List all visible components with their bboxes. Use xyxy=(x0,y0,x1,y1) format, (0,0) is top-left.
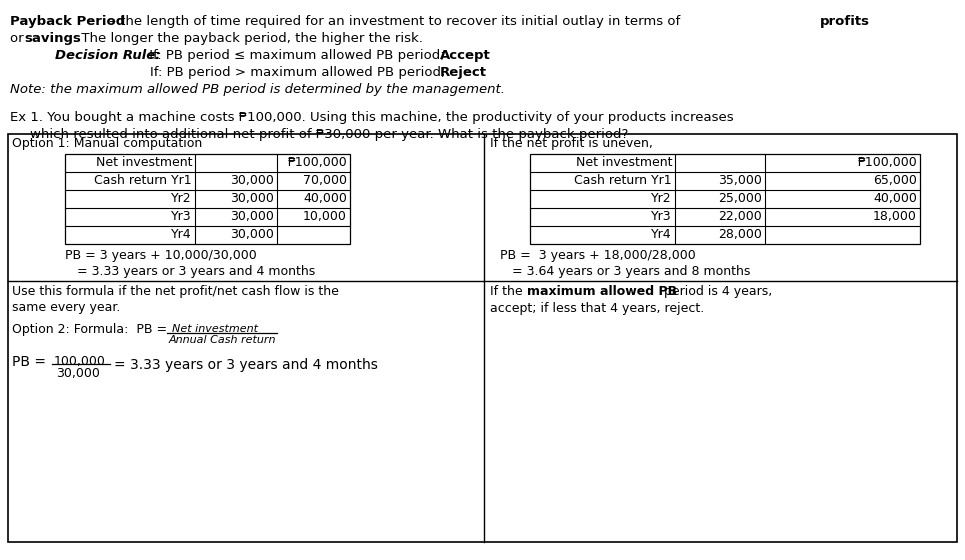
Text: PB =  3 years + 18,000/28,000: PB = 3 years + 18,000/28,000 xyxy=(500,249,696,262)
Text: If: PB period > maximum allowed PB period;: If: PB period > maximum allowed PB perio… xyxy=(150,66,450,79)
Text: = 3.33 years or 3 years and 4 months: = 3.33 years or 3 years and 4 months xyxy=(114,358,378,372)
Text: Yr3: Yr3 xyxy=(651,211,672,223)
Text: Net investment: Net investment xyxy=(172,324,258,334)
Text: Payback Period: Payback Period xyxy=(10,15,125,28)
Text: Yr4: Yr4 xyxy=(651,228,672,241)
Text: Annual Cash return: Annual Cash return xyxy=(169,335,277,345)
Text: Yr4: Yr4 xyxy=(172,228,192,241)
Text: accept; if less that 4 years, reject.: accept; if less that 4 years, reject. xyxy=(490,302,704,315)
Text: PB =: PB = xyxy=(12,355,50,369)
Text: Net investment: Net investment xyxy=(575,156,672,170)
Text: – the length of time required for an investment to recover its initial outlay in: – the length of time required for an inv… xyxy=(105,15,684,28)
Text: Option 2: Formula:  PB =: Option 2: Formula: PB = xyxy=(12,323,171,336)
Text: 18,000: 18,000 xyxy=(873,211,917,223)
Text: 30,000: 30,000 xyxy=(230,211,274,223)
Text: Yr2: Yr2 xyxy=(651,193,672,206)
Text: ₱100,000: ₱100,000 xyxy=(288,156,347,170)
Text: 65,000: 65,000 xyxy=(873,175,917,188)
Text: Cash return Yr1: Cash return Yr1 xyxy=(95,175,192,188)
Text: 30,000: 30,000 xyxy=(230,228,274,241)
Text: 35,000: 35,000 xyxy=(718,175,762,188)
Text: period is 4 years,: period is 4 years, xyxy=(660,285,772,298)
Text: maximum allowed PB: maximum allowed PB xyxy=(527,285,677,298)
Bar xyxy=(8,134,957,542)
Text: 25,000: 25,000 xyxy=(718,193,762,206)
Text: If: PB period ≤ maximum allowed PB period;: If: PB period ≤ maximum allowed PB perio… xyxy=(145,49,449,62)
Text: If the net profit is uneven,: If the net profit is uneven, xyxy=(490,137,653,150)
Text: 40,000: 40,000 xyxy=(303,193,347,206)
Text: 22,000: 22,000 xyxy=(718,211,762,223)
Text: PB = 3 years + 10,000/30,000: PB = 3 years + 10,000/30,000 xyxy=(65,249,257,262)
Text: 30,000: 30,000 xyxy=(230,175,274,188)
Text: = 3.64 years or 3 years and 8 months: = 3.64 years or 3 years and 8 months xyxy=(512,265,751,278)
Text: 40,000: 40,000 xyxy=(873,193,917,206)
Text: which resulted into additional net profit of ₱30,000 per year. What is the payba: which resulted into additional net profi… xyxy=(30,128,628,141)
Text: 28,000: 28,000 xyxy=(718,228,762,241)
Text: Use this formula if the net profit/net cash flow is the: Use this formula if the net profit/net c… xyxy=(12,285,339,298)
Text: Reject: Reject xyxy=(440,66,487,79)
Text: same every year.: same every year. xyxy=(12,301,121,314)
Text: Decision Rule:: Decision Rule: xyxy=(55,49,160,62)
Text: If the: If the xyxy=(490,285,527,298)
Text: 70,000: 70,000 xyxy=(303,175,347,188)
Text: Net investment: Net investment xyxy=(96,156,192,170)
Text: Yr2: Yr2 xyxy=(172,193,192,206)
Text: savings: savings xyxy=(24,32,81,45)
Text: 100,000: 100,000 xyxy=(54,355,106,368)
Text: or: or xyxy=(10,32,28,45)
Text: Option 1: Manual computation: Option 1: Manual computation xyxy=(12,137,203,150)
Text: 30,000: 30,000 xyxy=(230,193,274,206)
Text: 30,000: 30,000 xyxy=(56,367,99,380)
Text: Cash return Yr1: Cash return Yr1 xyxy=(574,175,672,188)
Text: Note: the maximum allowed PB period is determined by the management.: Note: the maximum allowed PB period is d… xyxy=(10,83,505,96)
Bar xyxy=(65,154,350,244)
Text: profits: profits xyxy=(820,15,870,28)
Text: Yr3: Yr3 xyxy=(172,211,192,223)
Text: Ex 1. You bought a machine costs ₱100,000. Using this machine, the productivity : Ex 1. You bought a machine costs ₱100,00… xyxy=(10,111,733,124)
Text: . The longer the payback period, the higher the risk.: . The longer the payback period, the hig… xyxy=(73,32,423,45)
Bar xyxy=(530,154,920,244)
Text: 10,000: 10,000 xyxy=(303,211,347,223)
Text: = 3.33 years or 3 years and 4 months: = 3.33 years or 3 years and 4 months xyxy=(77,265,316,278)
Text: ₱100,000: ₱100,000 xyxy=(857,156,917,170)
Text: Accept: Accept xyxy=(440,49,491,62)
